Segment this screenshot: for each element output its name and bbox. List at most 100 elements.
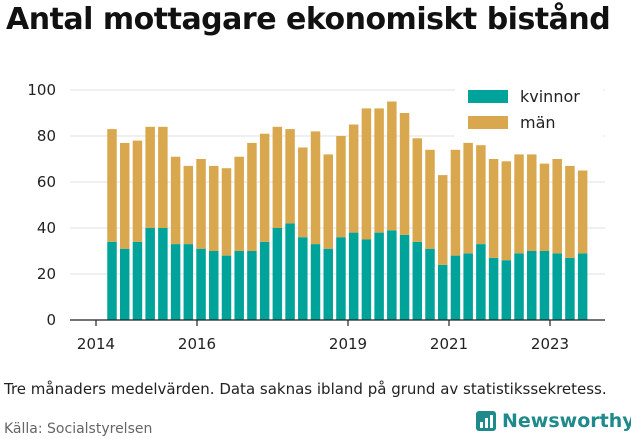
legend-swatch	[468, 116, 508, 129]
bar-kvinnor[interactable]	[565, 257, 575, 320]
bar-man[interactable]	[158, 126, 168, 228]
bar-man[interactable]	[387, 101, 397, 231]
bar-kvinnor[interactable]	[310, 244, 321, 320]
y-tick-label: 0	[46, 311, 56, 329]
bar-man[interactable]	[539, 163, 550, 251]
chart-title: Antal mottagare ekonomiskt bistånd	[6, 2, 611, 37]
legend-label: kvinnor	[520, 87, 580, 106]
bar-man[interactable]	[527, 154, 537, 251]
x-tick-label: 2019	[329, 335, 367, 353]
bar-man[interactable]	[336, 136, 346, 238]
bar-man[interactable]	[247, 142, 257, 251]
bar-kvinnor[interactable]	[234, 251, 244, 320]
bar-man[interactable]	[412, 138, 423, 242]
chart-note: Tre månaders medelvärden. Data saknas ib…	[4, 380, 607, 398]
bar-man[interactable]	[476, 145, 486, 245]
bar-kvinnor[interactable]	[437, 264, 448, 320]
bar-kvinnor[interactable]	[527, 251, 537, 320]
bar-man[interactable]	[348, 124, 359, 233]
bar-chart-logo-icon	[476, 411, 496, 431]
bar-kvinnor[interactable]	[387, 230, 397, 320]
source-label: Källa: Socialstyrelsen	[4, 421, 153, 437]
bar-man[interactable]	[514, 154, 524, 254]
bar-man[interactable]	[399, 113, 410, 235]
x-tick-label: 2021	[430, 335, 468, 353]
bar-kvinnor[interactable]	[221, 255, 232, 320]
brand-name: Newsworthy	[502, 410, 631, 432]
bar-man[interactable]	[450, 149, 461, 256]
bar-man[interactable]	[132, 140, 143, 242]
legend-swatch	[468, 90, 508, 103]
bar-man[interactable]	[209, 165, 219, 251]
bar-kvinnor[interactable]	[145, 228, 155, 320]
bar-kvinnor[interactable]	[336, 237, 346, 320]
y-axis: 0 20 40 60 80 100	[27, 81, 605, 329]
bar-kvinnor[interactable]	[259, 241, 270, 320]
y-tick-label: 60	[37, 173, 56, 191]
bar-kvinnor[interactable]	[552, 253, 562, 320]
bar-kvinnor[interactable]	[514, 253, 524, 320]
bar-man[interactable]	[565, 165, 575, 258]
bar-kvinnor[interactable]	[183, 244, 194, 320]
bar-man[interactable]	[501, 161, 512, 261]
bar-kvinnor[interactable]	[285, 223, 295, 320]
bar-man[interactable]	[234, 156, 244, 251]
x-tick-label: 2014	[77, 335, 115, 353]
bar-man[interactable]	[374, 108, 384, 233]
x-axis: 2014 2016 2019 2021 2023	[77, 320, 569, 353]
bar-man[interactable]	[170, 156, 181, 245]
bar-man[interactable]	[285, 129, 295, 224]
bar-kvinnor[interactable]	[476, 244, 486, 320]
bar-kvinnor[interactable]	[374, 232, 384, 320]
y-tick-label: 20	[37, 265, 56, 283]
y-tick-label: 40	[37, 219, 56, 237]
bar-kvinnor[interactable]	[399, 234, 410, 320]
bar-man[interactable]	[298, 147, 308, 238]
bar-man[interactable]	[323, 154, 333, 249]
bar-kvinnor[interactable]	[196, 248, 206, 320]
bar-man[interactable]	[145, 126, 155, 228]
x-tick-label: 2023	[531, 335, 569, 353]
bar-kvinnor[interactable]	[323, 248, 333, 320]
bar-man[interactable]	[437, 175, 448, 265]
bar-man[interactable]	[425, 149, 435, 249]
y-tick-label: 100	[27, 81, 56, 99]
legend-label: män	[520, 113, 556, 132]
bar-man[interactable]	[259, 133, 270, 242]
bar-kvinnor[interactable]	[107, 241, 117, 320]
bar-man[interactable]	[107, 129, 117, 242]
bar-man[interactable]	[272, 126, 283, 228]
bar-kvinnor[interactable]	[119, 248, 130, 320]
bar-kvinnor[interactable]	[425, 248, 435, 320]
legend: kvinnor män	[455, 81, 603, 137]
bar-man[interactable]	[361, 108, 372, 240]
bar-man[interactable]	[183, 165, 194, 245]
bar-kvinnor[interactable]	[463, 253, 473, 320]
bars-group	[107, 101, 588, 321]
bar-man[interactable]	[310, 131, 321, 245]
bar-man[interactable]	[196, 159, 206, 249]
bar-kvinnor[interactable]	[298, 237, 308, 320]
bar-man[interactable]	[119, 142, 130, 249]
bar-kvinnor[interactable]	[209, 251, 219, 320]
brand-logo[interactable]: Newsworthy	[476, 410, 631, 432]
bar-man[interactable]	[552, 159, 562, 254]
bar-kvinnor[interactable]	[158, 228, 168, 320]
bar-man[interactable]	[488, 159, 499, 258]
bar-kvinnor[interactable]	[272, 228, 283, 320]
bar-kvinnor[interactable]	[450, 255, 461, 320]
bar-kvinnor[interactable]	[488, 257, 499, 320]
bar-kvinnor[interactable]	[501, 260, 512, 320]
bar-man[interactable]	[577, 170, 588, 254]
bar-kvinnor[interactable]	[247, 251, 257, 320]
bar-kvinnor[interactable]	[348, 232, 359, 320]
bar-kvinnor[interactable]	[539, 251, 550, 320]
bar-kvinnor[interactable]	[412, 241, 423, 320]
bar-kvinnor[interactable]	[577, 253, 588, 320]
stacked-bar-chart: 0 20 40 60 80 100 2014 2016 2019 2021 2023 kvinno…	[27, 81, 605, 353]
bar-kvinnor[interactable]	[132, 241, 143, 320]
bar-kvinnor[interactable]	[170, 244, 181, 320]
bar-man[interactable]	[463, 142, 473, 254]
bar-man[interactable]	[221, 168, 232, 256]
bar-kvinnor[interactable]	[361, 239, 372, 321]
